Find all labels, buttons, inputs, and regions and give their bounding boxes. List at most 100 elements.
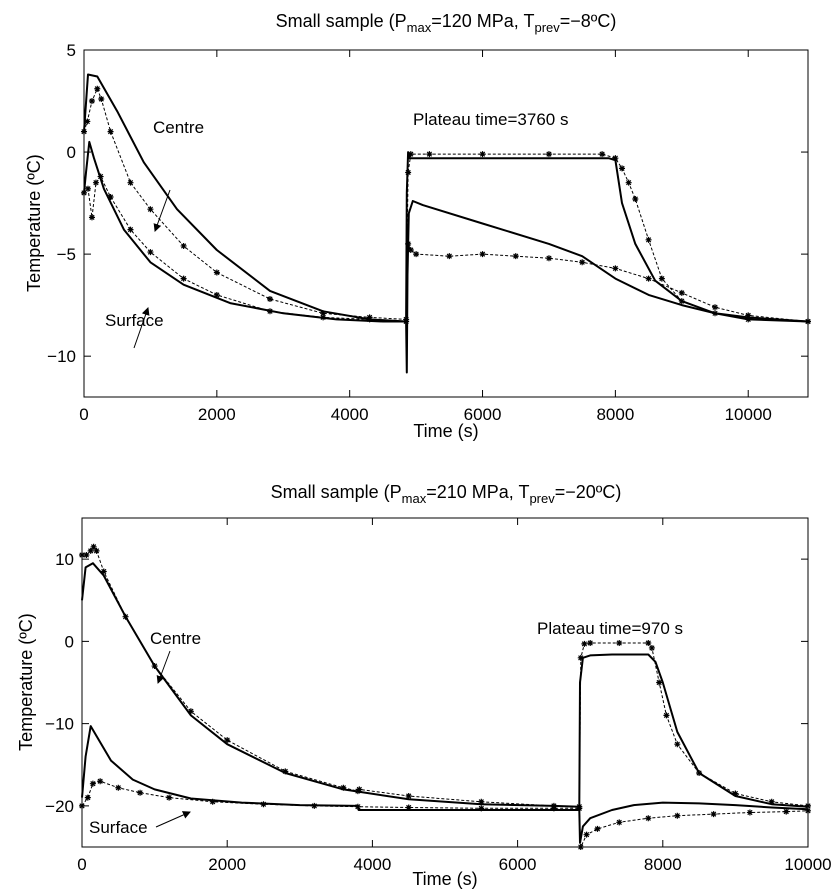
- chart-1-series-2-point: [107, 128, 114, 135]
- chart-2-surface-annotation: Surface: [89, 818, 148, 837]
- chart-2-x-tick-label: 2000: [208, 855, 246, 874]
- chart-1-y-tick-label: 5: [67, 41, 76, 60]
- chart-1-series-4-dashed-line: [83, 175, 809, 323]
- chart-1-y-tick-label: −5: [57, 245, 76, 264]
- chart-2-y-tick-label: −20: [45, 797, 74, 816]
- chart-1-series-4-point: [81, 189, 87, 196]
- chart-2-title: Small sample (Pmax=210 MPa, Tprev=−20ºC): [271, 482, 622, 506]
- chart-2-series-2-point: [768, 798, 775, 805]
- chart-1-series-1-line: [83, 73, 809, 323]
- chart-1-series-4-point: [446, 253, 453, 260]
- chart-2-series-4-point: [354, 803, 361, 810]
- chart-1-surface-arrow: [133, 307, 150, 349]
- chart-1-series-2-point: [612, 155, 619, 162]
- chart-2-series-2-point: [663, 712, 670, 719]
- chart-2-series-2-point: [674, 741, 681, 748]
- chart-2-plateau-annotation: Plateau time=970 s: [537, 619, 683, 638]
- chart-1-centre-annotation: Centre: [153, 118, 204, 137]
- chart-2-y-ticks: 10 0 −10 −20: [45, 550, 808, 816]
- chart-2-y-tick-label: 0: [65, 632, 74, 651]
- chart-2-series-2-markers: [79, 543, 811, 810]
- chart-1-series-2-point: [84, 118, 91, 125]
- chart-2-series-4-point: [478, 805, 485, 812]
- chart-2-series-4-point: [84, 794, 91, 801]
- chart-2-series-4-point: [746, 809, 753, 816]
- chart-2-x-tick-label: 4000: [353, 855, 391, 874]
- chart-2-series-2-point: [83, 552, 90, 559]
- chart-1-series-4-point: [645, 275, 652, 282]
- chart-2-centre-arrow: [156, 650, 171, 684]
- chart-1-x-tick-label: 10000: [725, 405, 772, 424]
- chart-2-series: [79, 543, 811, 850]
- chart-2-y-tick-label: −10: [45, 715, 74, 734]
- chart-2-series-4-point: [550, 805, 557, 812]
- chart-1-series-4-point: [612, 265, 619, 272]
- chart-2-series-2-point: [90, 543, 97, 550]
- chart-1-x-tick-label: 2000: [198, 405, 236, 424]
- chart-2-series-4-point: [115, 784, 122, 791]
- chart-1-x-tick-label: 8000: [596, 405, 634, 424]
- chart-2-series-4-point: [674, 812, 681, 819]
- chart-2-series-4-point: [166, 794, 173, 801]
- chart-1-series-2-point: [266, 296, 273, 303]
- chart-2-series-4-point: [645, 815, 652, 822]
- chart-2-series-4-point: [311, 802, 318, 809]
- chart-1-series-4-point: [147, 249, 154, 256]
- chart-2-plot-area: [81, 517, 809, 848]
- chart-1-series-4-point: [88, 214, 95, 221]
- chart-2-series-2-point: [340, 784, 347, 791]
- chart-2-series-4-point: [583, 831, 590, 838]
- chart-1-series: [81, 73, 811, 374]
- chart-2-series-2-point: [587, 640, 594, 647]
- chart-1-y-tick-label: 0: [67, 143, 76, 162]
- chart-1-series-4-point: [97, 173, 104, 180]
- chart-2-series-4-point: [594, 825, 601, 832]
- chart-2-series-2-point: [87, 547, 94, 554]
- chart-2-x-tick-label: 0: [77, 855, 86, 874]
- chart-1-series-2-point: [479, 151, 486, 158]
- chart-2-y-tick-label: 10: [55, 550, 74, 569]
- chart-2-series-2-point: [79, 552, 85, 559]
- chart-1-series-4-point: [512, 253, 519, 260]
- chart-1-series-2-point: [127, 179, 134, 186]
- chart-2-series-2-point: [405, 793, 412, 800]
- chart-1-centre-arrow: [153, 189, 171, 232]
- chart-2-series-2-point: [732, 790, 739, 797]
- chart-1-series-2-point: [407, 151, 414, 158]
- chart-1-y-ticks: 5 0 −5 −10: [47, 41, 808, 366]
- chart-1-series-2-point: [180, 242, 187, 249]
- chart-2-series-4-point: [209, 798, 216, 805]
- chart-2-series-4-dashed-line: [81, 780, 809, 848]
- chart-1-series-4-point: [320, 314, 327, 321]
- chart-2-centre-annotation: Centre: [150, 629, 201, 648]
- chart-1-series-2-point: [320, 310, 327, 317]
- chart-2-series-2-point: [696, 769, 703, 776]
- chart-2-series-3-line: [81, 725, 809, 844]
- chart-1-x-tick-label: 6000: [464, 405, 502, 424]
- chart-1-series-2-point: [88, 98, 95, 105]
- chart-2-series-4-markers: [79, 778, 811, 850]
- chart-1-series-2-point: [599, 151, 606, 158]
- chart-2-series-2-point: [577, 654, 584, 661]
- chart-2-series-2-point: [122, 613, 129, 620]
- chart-2-series-2-point: [224, 737, 231, 744]
- chart-1-series-4-point: [479, 251, 486, 258]
- chart-1-series-4-point: [366, 316, 373, 323]
- chart-2-x-axis-label: Time (s): [412, 869, 477, 889]
- chart-1-series-2-point: [625, 179, 632, 186]
- chart-1: Small sample (Pmax=120 MPa, Tprev=−8ºC) …: [24, 11, 811, 441]
- chart-1-series-2-point: [678, 298, 685, 305]
- chart-1-x-tick-label: 0: [79, 405, 88, 424]
- chart-1-plateau-annotation: Plateau time=3760 s: [413, 110, 568, 129]
- chart-2-series-2-point: [581, 640, 588, 647]
- chart-1-series-4-point: [545, 255, 552, 262]
- chart-1-x-ticks: 0 2000 4000 6000 8000 10000: [79, 50, 772, 424]
- chart-1-y-axis-label: Temperature (ºC): [24, 154, 44, 292]
- chart-2-series-4-point: [79, 802, 85, 809]
- chart-1-series-4-point: [180, 275, 187, 282]
- chart-1-series-2-point: [632, 196, 639, 203]
- chart-2-series-2-point: [356, 786, 363, 793]
- chart-2-x-tick-label: 8000: [644, 855, 682, 874]
- chart-1-series-4-point: [407, 247, 414, 254]
